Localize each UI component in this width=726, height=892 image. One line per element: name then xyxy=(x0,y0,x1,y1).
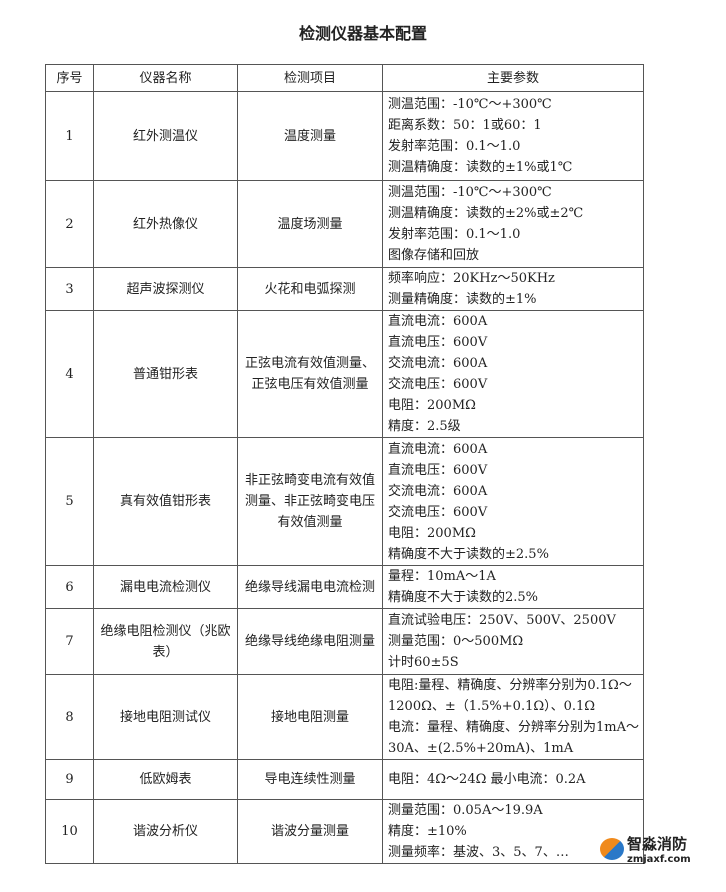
main-params: 电阻:量程、精确度、分辨率分别为0.1Ω～ 1200Ω、±（1.5%+0.1Ω）、… xyxy=(382,674,644,760)
param-line: 测量精确度：读数的±1% xyxy=(388,292,537,307)
row-number: 8 xyxy=(45,674,94,760)
header-item: 检测项目 xyxy=(237,64,383,92)
param-line: 交流电压：600V xyxy=(388,377,488,392)
param-line: 交流电流：600A xyxy=(388,483,488,499)
instrument-name: 超声波探测仪 xyxy=(93,267,238,311)
test-item: 绝缘导线绝缘电阻测量 xyxy=(237,608,383,675)
row-number: 1 xyxy=(45,91,94,181)
param-line: 测温范围：-10℃～+300℃ xyxy=(388,185,552,200)
instrument-name: 红外热像仪 xyxy=(93,180,238,268)
test-item: 非正弦畸变电流有效值测量、非正弦畸变电压有效值测量 xyxy=(237,437,383,566)
table-row: 2 红外热像仪 温度场测量 测温范围：-10℃～+300℃ 测温精确度：读数的±2%或±… xyxy=(45,180,644,268)
test-item: 谐波分量测量 xyxy=(237,799,383,864)
row-number: 10 xyxy=(45,799,94,864)
param-line: 电阻:量程、精确度、分辨率分别为0.1Ω～ xyxy=(388,678,632,693)
test-item: 绝缘导线漏电电流检测 xyxy=(237,565,383,609)
param-line: 直流电压：600V xyxy=(388,335,488,350)
main-params: 频率响应：20KHz～50KHz 测量精确度：读数的±1% xyxy=(382,267,644,311)
header-params: 主要参数 xyxy=(382,64,644,92)
instrument-name: 真有效值钳形表 xyxy=(93,437,238,566)
row-number: 5 xyxy=(45,437,94,566)
param-line: 直流电流：600A xyxy=(388,441,488,457)
param-line: 电流：量程、精确度、分辨率分别为1mA～ xyxy=(388,720,639,735)
param-line: 发射率范围：0.1～1.0 xyxy=(388,139,521,154)
header-no: 序号 xyxy=(45,64,94,92)
param-line: 发射率范围：0.1～1.0 xyxy=(388,227,521,242)
param-line: 测温精确度：读数的±1%或1℃ xyxy=(388,160,573,175)
main-params: 测温范围：-10℃～+300℃ 距离系数：50：1或60：1 发射率范围：0.1～1… xyxy=(382,91,644,181)
main-params: 直流电流：600A 直流电压：600V 交流电流：600A 交流电压：600V 电阻：2… xyxy=(382,437,644,566)
test-item: 导电连续性测量 xyxy=(237,759,383,800)
row-number: 3 xyxy=(45,267,94,311)
main-params: 直流电流：600A 直流电压：600V 交流电流：600A 交流电压：600V 电阻：2… xyxy=(382,310,644,438)
param-line: 电阻：200MΩ xyxy=(388,398,476,413)
test-item: 温度测量 xyxy=(237,91,383,181)
param-line: 1200Ω、±（1.5%+0.1Ω）、0.1Ω xyxy=(388,699,596,714)
param-line: 测温精确度：读数的±2%或±2℃ xyxy=(388,206,584,221)
table-row: 7 绝缘电阻检测仪（兆欧表） 绝缘导线绝缘电阻测量 直流试验电压：250V、500V、… xyxy=(45,608,644,675)
param-line: 精确度不大于读数的±2.5% xyxy=(388,546,549,562)
table-row: 4 普通钳形表 正弦电流有效值测量、正弦电压有效值测量 直流电流：600A 直流电压：6… xyxy=(45,310,644,438)
param-line: 精确度不大于读数的2.5% xyxy=(388,590,539,605)
param-line: 电阻：4Ω～24Ω 最小电流：0.2A xyxy=(388,772,586,787)
row-number: 7 xyxy=(45,608,94,675)
table-row: 3 超声波探测仪 火花和电弧探测 频率响应：20KHz～50KHz 测量精确度：读数的±… xyxy=(45,267,644,311)
row-number: 9 xyxy=(45,759,94,800)
param-line: 测温范围：-10℃～+300℃ xyxy=(388,97,552,112)
param-line: 交流电流：600A xyxy=(388,356,488,371)
table-row: 9 低欧姆表 导电连续性测量 电阻：4Ω～24Ω 最小电流：0.2A xyxy=(45,759,644,800)
main-params: 直流试验电压：250V、500V、2500V 测量范围：0～500MΩ 计时60±5… xyxy=(382,608,644,675)
instrument-name: 普通钳形表 xyxy=(93,310,238,438)
param-line: 精度：±10% xyxy=(388,824,467,839)
table-row: 8 接地电阻测试仪 接地电阻测量 电阻:量程、精确度、分辨率分别为0.1Ω～ 1200Ω… xyxy=(45,674,644,760)
param-line: 直流电流：600A xyxy=(388,314,488,329)
instrument-table: 序号 仪器名称 检测项目 主要参数 1 红外测温仪 温度测量 测温范围：-10℃～+3… xyxy=(45,64,644,864)
param-line: 测量频率：基波、3、5、7、… xyxy=(388,845,569,860)
table-header-row: 序号 仪器名称 检测项目 主要参数 xyxy=(45,64,644,92)
param-line: 交流电压：600V xyxy=(388,504,488,520)
table-row: 6 漏电电流检测仪 绝缘导线漏电电流检测 量程：10mA～1A 精确度不大于读数的2.5… xyxy=(45,565,644,609)
param-line: 测量范围：0.05A～19.9A xyxy=(388,803,543,818)
table-row: 5 真有效值钳形表 非正弦畸变电流有效值测量、非正弦畸变电压有效值测量 直流电流：60… xyxy=(45,437,644,566)
param-line: 距离系数：50：1或60：1 xyxy=(388,118,542,133)
param-line: 直流试验电压：250V、500V、2500V xyxy=(388,613,616,628)
page-title: 检测仪器基本配置 xyxy=(298,24,427,43)
instrument-name: 谐波分析仪 xyxy=(93,799,238,864)
watermark: 智淼消防 zmjaxf.com xyxy=(600,833,691,865)
test-item: 正弦电流有效值测量、正弦电压有效值测量 xyxy=(237,310,383,438)
header-name: 仪器名称 xyxy=(93,64,238,92)
instrument-name: 低欧姆表 xyxy=(93,759,238,800)
param-line: 直流电压：600V xyxy=(388,462,488,478)
param-line: 电阻：200MΩ xyxy=(388,525,476,541)
test-item: 火花和电弧探测 xyxy=(237,267,383,311)
table-row: 1 红外测温仪 温度测量 测温范围：-10℃～+300℃ 距离系数：50：1或60：1 发… xyxy=(45,91,644,181)
param-line: 图像存储和回放 xyxy=(388,248,480,263)
watermark-name: 智淼消防 xyxy=(627,835,688,853)
watermark-url: zmjaxf.com xyxy=(627,854,691,865)
row-number: 6 xyxy=(45,565,94,609)
param-line: 30A、±(2.5%+20mA)、1mA xyxy=(388,741,574,756)
param-line: 计时60±5S xyxy=(388,655,459,670)
main-params: 测温范围：-10℃～+300℃ 测温精确度：读数的±2%或±2℃ 发射率范围：0.1… xyxy=(382,180,644,268)
param-line: 测量范围：0～500MΩ xyxy=(388,634,524,649)
param-line: 量程：10mA～1A xyxy=(388,569,496,584)
row-number: 4 xyxy=(45,310,94,438)
row-number: 2 xyxy=(45,180,94,268)
main-params: 电阻：4Ω～24Ω 最小电流：0.2A xyxy=(382,759,644,800)
logo-icon xyxy=(600,838,624,860)
instrument-name: 绝缘电阻检测仪（兆欧表） xyxy=(93,608,238,675)
test-item: 温度场测量 xyxy=(237,180,383,268)
instrument-name: 红外测温仪 xyxy=(93,91,238,181)
instrument-name: 漏电电流检测仪 xyxy=(93,565,238,609)
instrument-name: 接地电阻测试仪 xyxy=(93,674,238,760)
test-item: 接地电阻测量 xyxy=(237,674,383,760)
param-line: 精度：2.5级 xyxy=(388,419,461,434)
table-row: 10 谐波分析仪 谐波分量测量 测量范围：0.05A～19.9A 精度：±10% 测量频率… xyxy=(45,799,644,864)
param-line: 频率响应：20KHz～50KHz xyxy=(388,271,555,286)
main-params: 量程：10mA～1A 精确度不大于读数的2.5% xyxy=(382,565,644,609)
